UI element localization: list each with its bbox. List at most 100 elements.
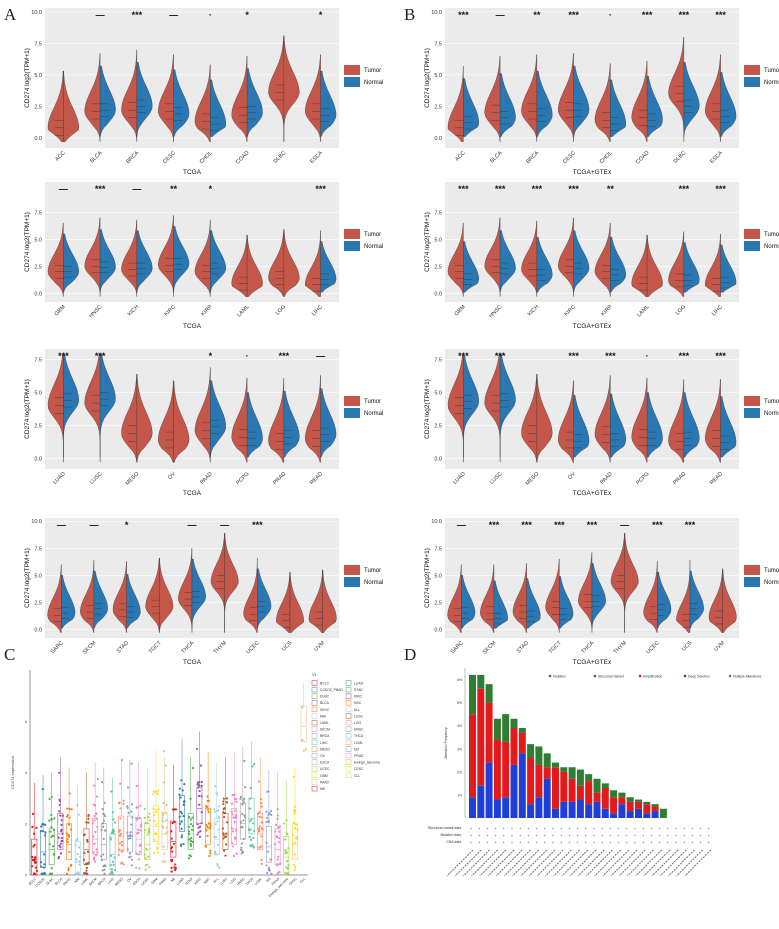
cancer-type-label-placeholder [659,849,687,877]
significance-label: *** [685,520,696,530]
data-point [143,807,146,810]
row-marker: + [577,827,579,831]
bar-segment-amp [477,688,485,786]
cancer-type-label-placeholder [495,849,523,877]
data-point [109,854,112,857]
data-point [276,858,279,861]
data-point [189,844,192,847]
tumor-violin-right-thym [624,532,639,634]
data-point [59,846,62,849]
x-tick-label: UCS [281,640,294,653]
legend-label: M3 [354,747,359,751]
normal-violin-lusc [499,354,516,458]
y-tick-label: 10.0 [431,519,442,525]
data-point [207,811,210,814]
row-marker: + [593,841,595,845]
tumor-violin-meso [521,373,538,463]
data-point [130,823,133,826]
data-point [181,789,184,792]
y-tick-label: 10.0 [31,519,42,525]
row-marker: + [700,834,702,838]
data-point [120,844,123,847]
data-point [267,813,270,816]
data-point [76,804,79,807]
data-point [241,803,244,806]
data-point [231,813,234,816]
data-point [216,843,220,846]
data-point [235,852,238,855]
row-marker: + [683,834,685,838]
data-point [126,805,129,808]
row-marker: + [642,834,644,838]
data-point [110,868,113,871]
data-point [178,822,182,826]
tumor-violin-dlbc [268,35,285,143]
data-point [137,831,140,834]
data-point [139,829,142,832]
tumor-violin-ov [158,380,174,463]
data-point [233,820,236,824]
data-point [128,852,132,855]
normal-violin-prad [283,391,300,458]
significance-label: ** [170,184,178,194]
data-point [138,816,141,819]
legend-label: CCKO2_PBAD [320,688,343,692]
y-tick-label: 0.0 [434,627,442,633]
legend-label: ESCA [320,761,330,765]
x-tick-label: THYM [613,640,629,656]
x-tick-label: LIHC [311,304,324,317]
data-point [121,758,124,762]
data-point [163,860,166,863]
data-point [278,830,281,833]
data-point [43,834,47,837]
y-tick-label: 7.5 [434,210,442,216]
y-tick-label: 2.5 [34,423,42,429]
data-point [91,822,95,825]
cancer-type-label-placeholder [471,849,498,877]
data-point [173,820,176,824]
row-marker: + [609,827,611,831]
legend-swatch [345,713,352,719]
data-point [144,856,147,860]
bar-segment-mut [477,674,485,689]
normal-violin-ucec [657,571,672,629]
significance-label: *** [495,184,506,194]
data-point [32,845,35,848]
data-point [162,845,165,848]
cancer-type-label-placeholder [610,849,638,877]
y-tick-label: 0.0 [34,627,42,633]
data-point [143,816,146,820]
row-marker: + [527,841,529,845]
data-point [50,835,53,839]
data-point [52,829,56,832]
legend-normal-swatch [744,77,760,87]
data-point [113,856,116,859]
data-point [136,818,139,821]
tumor-violin-right-acc [63,70,79,142]
cancer-type-label-placeholder [553,849,580,877]
bar-segment-mut [552,762,559,768]
row-marker: + [601,827,603,831]
bar-segment-del [469,797,476,818]
bar-segment-del [610,813,618,818]
data-point [270,813,273,816]
normal-violin-dlbc [683,62,700,137]
data-point [139,804,142,807]
bar-segment-mut [601,783,609,788]
data-point [258,829,261,832]
bar-segment-mut [635,799,642,802]
tumor-violin-sarc [447,564,462,633]
data-point [85,866,88,870]
data-point [94,804,97,807]
data-point [233,793,236,796]
data-point [273,843,277,846]
normal-violin-cesc [573,65,590,137]
data-point [276,814,279,817]
y-axis-label: CD274 log2(TPM+1) [424,548,431,608]
data-point [102,813,106,816]
y-tick-label: 2.5 [434,423,442,429]
legend-label: PRAD [354,754,364,758]
data-point [242,801,246,804]
